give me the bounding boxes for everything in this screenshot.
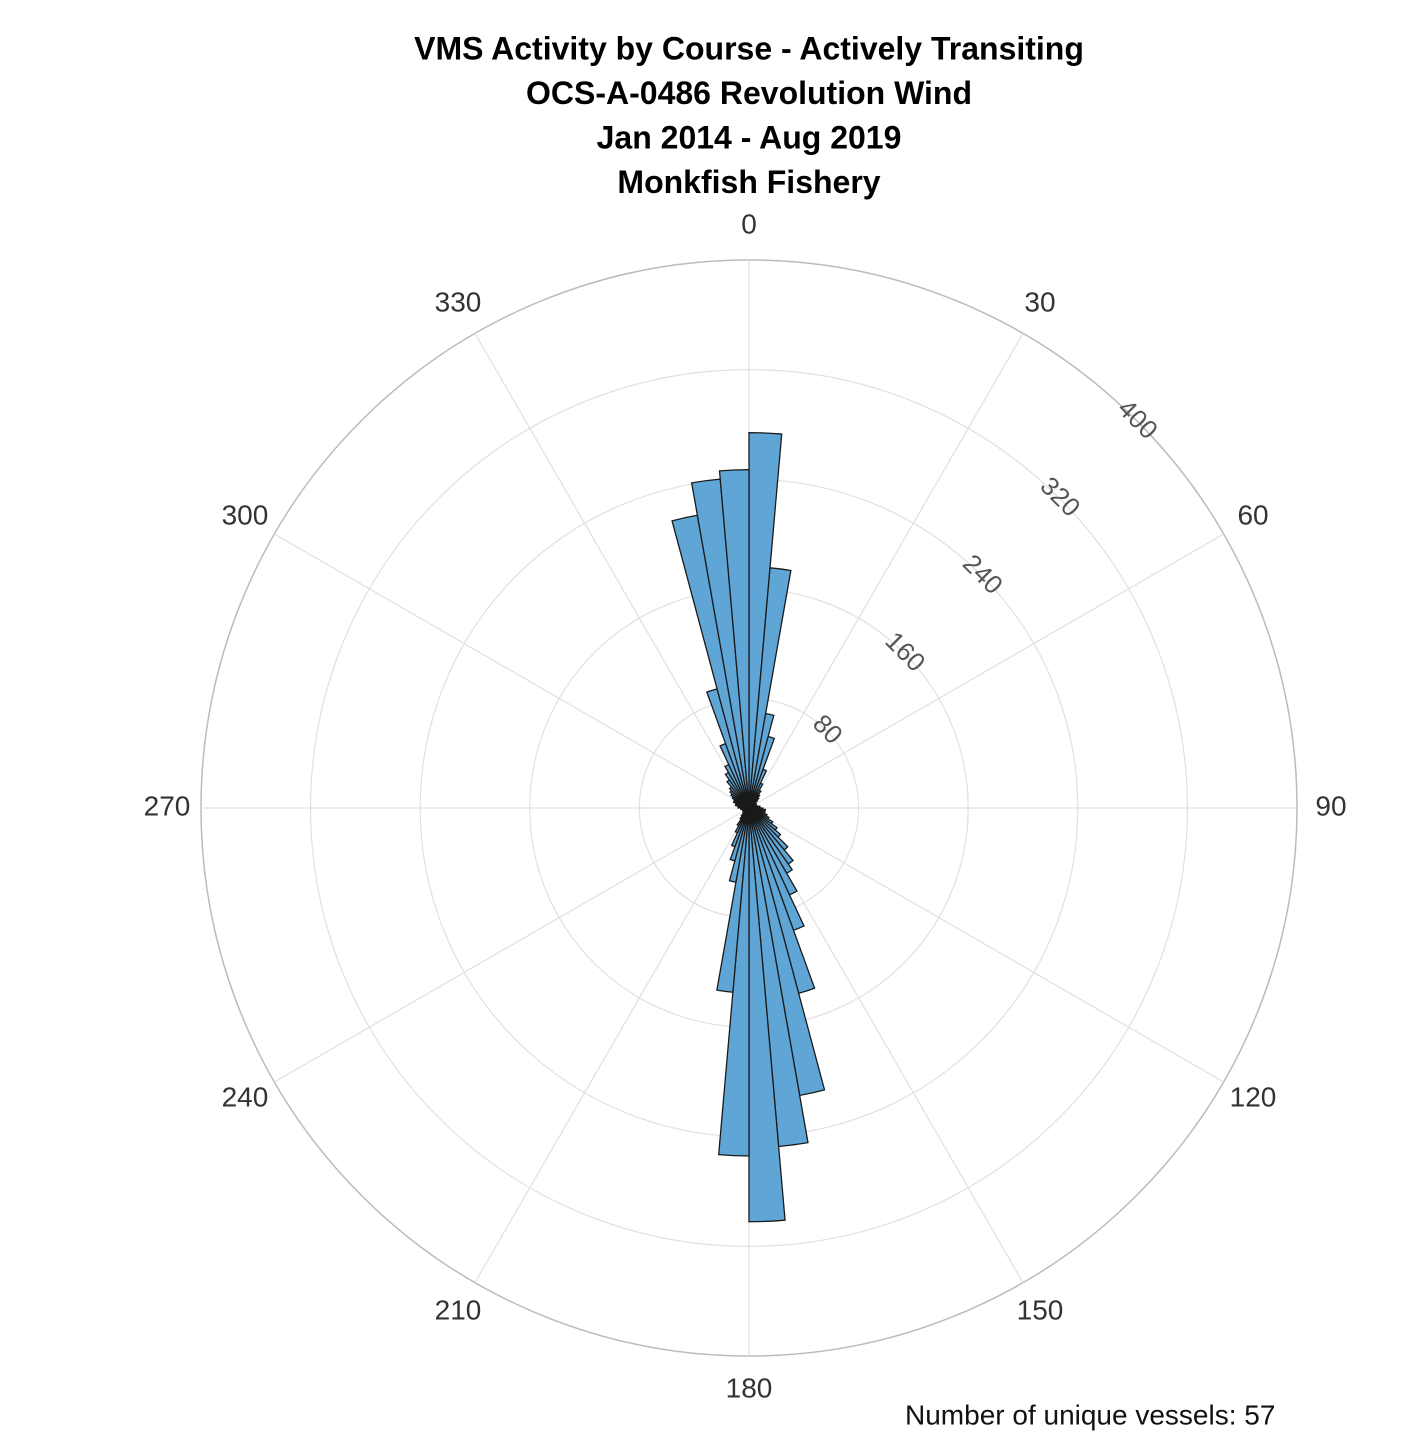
grid-spoke (748, 533, 1224, 809)
theta-tick-label: 0 (741, 208, 757, 239)
theta-tick-label: 90 (1315, 790, 1346, 821)
r-tick-label: 240 (957, 548, 1009, 600)
r-tick-label: 160 (880, 626, 932, 678)
theta-tick-label: 30 (1024, 286, 1055, 317)
theta-tick-label: 180 (726, 1372, 773, 1403)
chart-title: OCS-A-0486 Revolution Wind (526, 75, 972, 111)
chart-title: Jan 2014 - Aug 2019 (597, 119, 902, 155)
theta-tick-label: 60 (1237, 499, 1268, 530)
theta-tick-label: 300 (222, 499, 269, 530)
theta-tick-label: 120 (1230, 1081, 1277, 1112)
theta-tick-label: 240 (222, 1081, 269, 1112)
theta-tick-label: 150 (1017, 1294, 1064, 1325)
chart-title: VMS Activity by Course - Actively Transi… (414, 30, 1084, 66)
chart-title: Monkfish Fishery (617, 164, 880, 200)
r-tick-label: 80 (807, 708, 849, 750)
theta-tick-label: 210 (435, 1294, 482, 1325)
grid-spoke (748, 333, 1024, 809)
grid-spoke (474, 333, 750, 809)
annotation: Number of unique vessels: 57 (905, 1399, 1275, 1430)
bar (718, 468, 750, 809)
grid-spoke (274, 533, 750, 809)
grid-spoke (274, 807, 750, 1083)
r-tick-label: 320 (1035, 471, 1087, 523)
bar (748, 807, 786, 1223)
grid-spoke (748, 807, 1224, 1083)
theta-tick-label: 330 (435, 286, 482, 317)
grid-spoke (474, 807, 750, 1283)
theta-tick-label: 270 (144, 790, 191, 821)
r-tick-label: 400 (1112, 393, 1164, 445)
